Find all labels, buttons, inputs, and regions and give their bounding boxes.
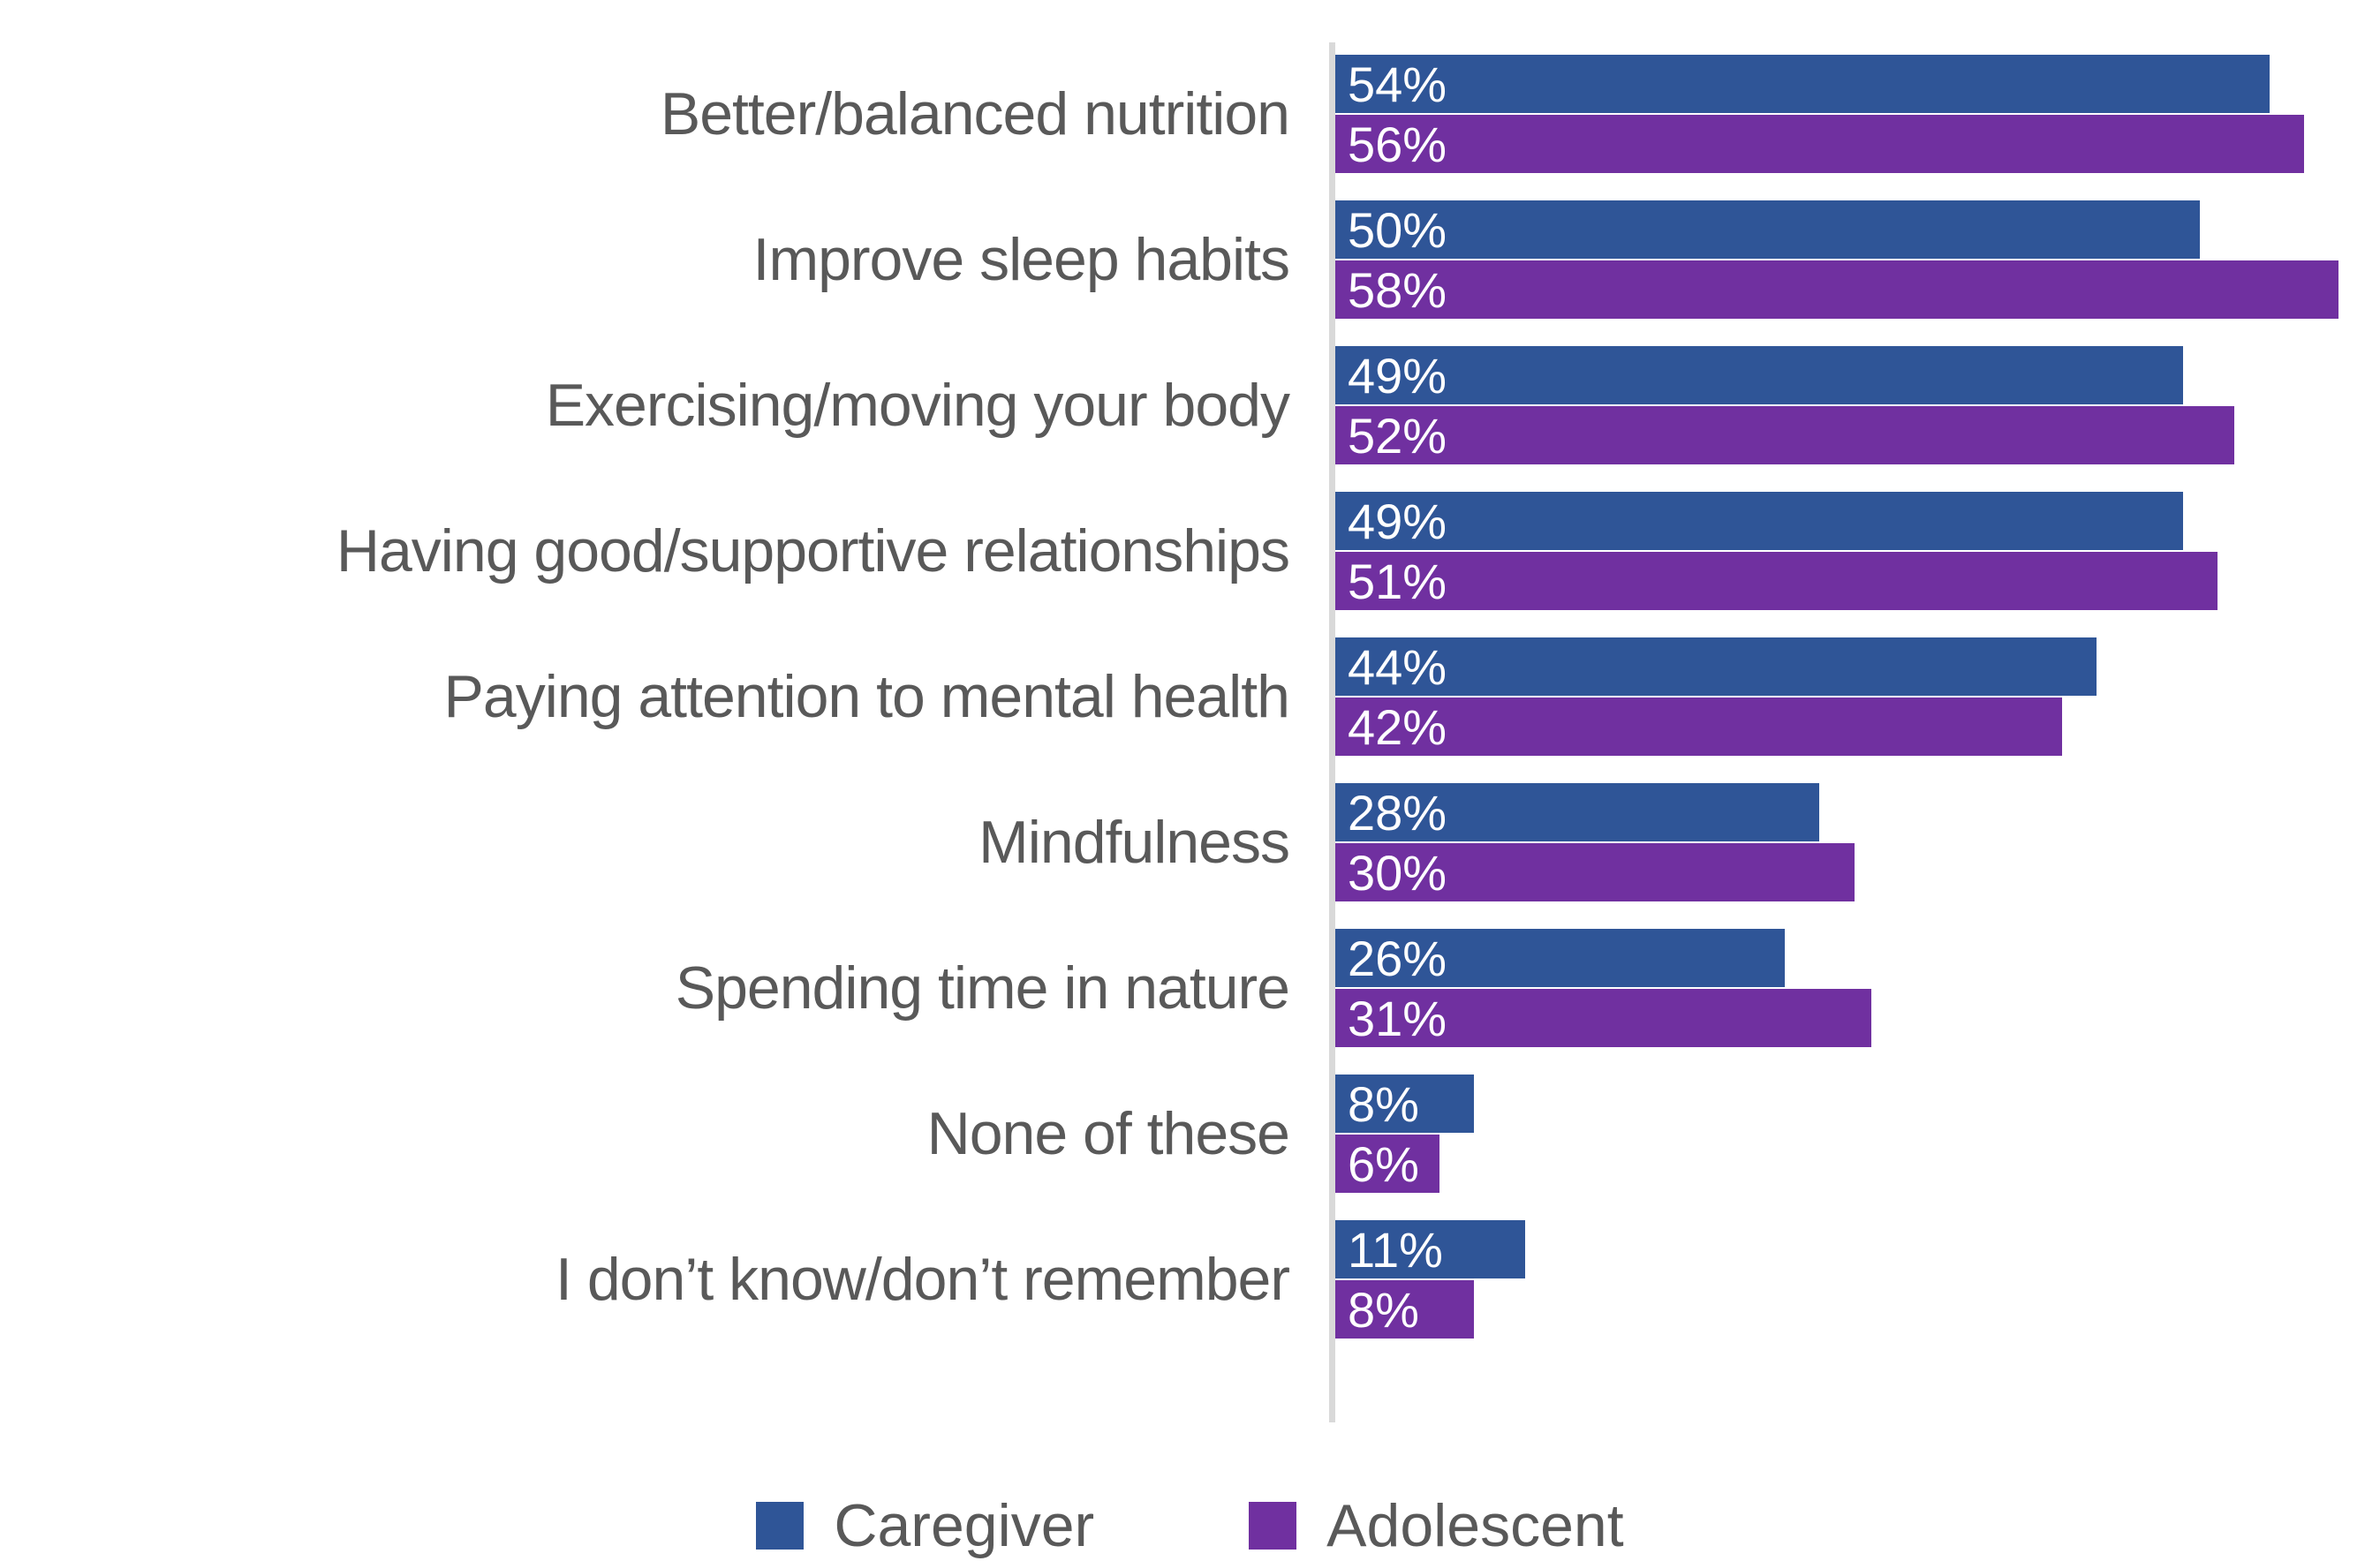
category-label: Improve sleep habits: [752, 226, 1290, 293]
bar-group: 54% 56%: [1335, 55, 2380, 173]
category-label: I don’t know/don’t remember: [555, 1246, 1290, 1313]
bar-value-label: 49%: [1348, 347, 1447, 403]
category-label-row: Better/balanced nutrition: [0, 55, 1290, 173]
legend-item-caregiver: Caregiver: [756, 1491, 1094, 1560]
bar-caregiver: 49%: [1335, 346, 2183, 404]
bar-group: 11% 8%: [1335, 1220, 2380, 1339]
bar-value-label: 30%: [1348, 844, 1447, 901]
bar-adolescent: 42%: [1335, 698, 2062, 756]
category-label-row: Having good/supportive relationships: [0, 492, 1290, 610]
bar-group: 28% 30%: [1335, 783, 2380, 901]
legend-swatch-caregiver-icon: [756, 1502, 805, 1550]
bar-group: 44% 42%: [1335, 637, 2380, 756]
category-label-row: I don’t know/don’t remember: [0, 1220, 1290, 1339]
bar-value-label: 54%: [1348, 56, 1447, 112]
grouped-bar-chart: Better/balanced nutrition Improve sleep h…: [0, 37, 2380, 1422]
category-label: Better/balanced nutrition: [660, 80, 1290, 147]
category-label-row: None of these: [0, 1075, 1290, 1193]
bar-group: 49% 52%: [1335, 346, 2380, 464]
legend-label-adolescent: Adolescent: [1326, 1492, 1624, 1559]
bar-adolescent: 51%: [1335, 552, 2218, 610]
bar-value-label: 58%: [1348, 261, 1447, 318]
bar-caregiver: 49%: [1335, 492, 2183, 550]
bar-group: 26% 31%: [1335, 929, 2380, 1047]
bar-value-label: 26%: [1348, 930, 1447, 986]
bar-caregiver: 28%: [1335, 783, 1820, 841]
bar-value-label: 42%: [1348, 698, 1447, 755]
bar-value-label: 49%: [1348, 493, 1447, 549]
bar-adolescent: 52%: [1335, 406, 2235, 464]
bar-value-label: 56%: [1348, 116, 1447, 172]
category-label-row: Mindfulness: [0, 783, 1290, 901]
bar-caregiver: 44%: [1335, 637, 2097, 696]
bar-value-label: 31%: [1348, 990, 1447, 1046]
bar-adolescent: 58%: [1335, 260, 2338, 319]
bars-container: 54% 56% 50% 58% 49% 52% 49% 51% 44% 42% 28% 30% 26% 3…: [1335, 55, 2380, 1339]
category-label-row: Spending time in nature: [0, 929, 1290, 1047]
bar-value-label: 6%: [1348, 1135, 1419, 1192]
legend: Caregiver Adolescent: [0, 1491, 2380, 1560]
bar-adolescent: 30%: [1335, 843, 1855, 901]
legend-item-adolescent: Adolescent: [1249, 1491, 1624, 1560]
category-label-row: Exercising/moving your body: [0, 346, 1290, 464]
y-axis-line: [1329, 42, 1335, 1422]
bar-value-label: 11%: [1348, 1221, 1443, 1278]
bar-value-label: 8%: [1348, 1281, 1419, 1338]
bar-caregiver: 8%: [1335, 1075, 1474, 1133]
bar-value-label: 52%: [1348, 407, 1447, 464]
bar-caregiver: 50%: [1335, 200, 2201, 259]
bar-value-label: 8%: [1348, 1075, 1419, 1132]
bar-group: 49% 51%: [1335, 492, 2380, 610]
bar-caregiver: 26%: [1335, 929, 1786, 987]
bar-value-label: 51%: [1348, 553, 1447, 609]
bar-group: 8% 6%: [1335, 1075, 2380, 1193]
bar-adolescent: 8%: [1335, 1280, 1474, 1339]
bar-group: 50% 58%: [1335, 200, 2380, 319]
category-label-row: Paying attention to mental health: [0, 637, 1290, 756]
category-label: Paying attention to mental health: [443, 663, 1290, 730]
bar-caregiver: 54%: [1335, 55, 2270, 113]
plot-area: 54% 56% 50% 58% 49% 52% 49% 51% 44% 42% 28% 30% 26% 3…: [1329, 37, 2380, 1422]
category-label-row: Improve sleep habits: [0, 200, 1290, 319]
bar-value-label: 44%: [1348, 638, 1447, 695]
category-label: Mindfulness: [978, 809, 1290, 876]
bar-caregiver: 11%: [1335, 1220, 1526, 1278]
legend-swatch-adolescent-icon: [1249, 1502, 1297, 1550]
category-label: Spending time in nature: [675, 954, 1290, 1022]
bar-adolescent: 6%: [1335, 1135, 1439, 1193]
category-label: Exercising/moving your body: [545, 372, 1290, 439]
category-label: Having good/supportive relationships: [336, 517, 1290, 584]
category-labels-column: Better/balanced nutrition Improve sleep h…: [0, 37, 1329, 1422]
bar-adolescent: 31%: [1335, 989, 1872, 1047]
bar-adolescent: 56%: [1335, 115, 2304, 173]
legend-label-caregiver: Caregiver: [834, 1492, 1095, 1559]
bar-value-label: 50%: [1348, 201, 1447, 258]
bar-value-label: 28%: [1348, 784, 1447, 841]
category-label: None of these: [926, 1100, 1290, 1167]
